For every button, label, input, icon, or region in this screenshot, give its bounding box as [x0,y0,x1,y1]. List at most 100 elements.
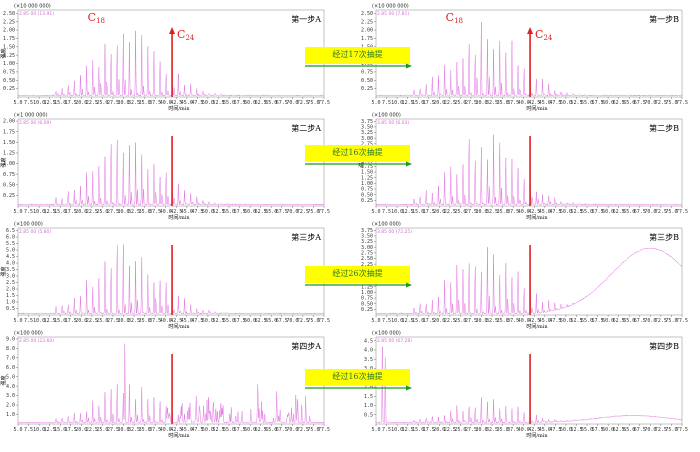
x-tick-label: 5.0 [371,318,380,324]
extraction-box [305,47,410,64]
y-axis-label: 强度 [0,266,7,276]
x-tick-label: 75.0 [665,318,677,324]
x-tick-label: 22.5 [444,209,456,215]
y-multiplier-4A: (×100 000) [14,331,43,337]
retention-stamp-4A: 2.85 00 (23.60) [19,338,54,344]
y-tick-label: 3.75 [361,119,373,125]
x-tick-label: 20.0 [433,209,445,215]
y-tick-label: 2.75 [361,141,373,147]
x-tick-label: 60.0 [244,100,256,106]
x-tick-label: 25.0 [96,318,108,324]
x-tick-label: 65.0 [265,100,277,106]
x-tick-label: 7.5 [24,427,33,433]
x-tick-label: 67.5 [634,427,646,433]
y-axis-label: 强度 [0,375,7,385]
extraction-label: 经过16次抽提 [332,147,382,157]
x-tick-label: 27.5 [107,209,119,215]
retention-stamp-2B: 3.85 00 (6.03) [377,120,409,126]
x-tick-label: 57.5 [234,100,246,106]
x-tick-label: 17.5 [65,209,77,215]
x-tick-label: 70.0 [644,427,656,433]
x-tick-label: 10.0 [391,318,403,324]
extraction-label: 经过26次抽提 [332,268,382,278]
y-tick-label: 4.0 [364,348,373,354]
x-tick-label: 32.5 [128,427,140,433]
x-tick-label: 7.5 [382,318,391,324]
x-tick-label: 57.5 [234,318,246,324]
y-tick-label: 1.0 [6,412,15,418]
c24-subscript: 24 [185,34,194,42]
x-tick-label: 37.5 [507,100,519,106]
x-tick-label: 25.0 [96,427,108,433]
x-tick-label: 50.0 [202,100,214,106]
x-tick-label: 42.5 [528,209,540,215]
x-tick-label: 22.5 [86,427,98,433]
y-tick-label: 2.25 [3,19,15,25]
y-tick-label: 2.75 [361,250,373,256]
x-axis-label: 时间/min [526,323,548,330]
plot-frame-1B [375,9,683,98]
x-tick-label: 75.0 [665,100,677,106]
x-tick-label: 47.5 [549,427,561,433]
x-tick-label: 42.5 [170,427,182,433]
y-multiplier-2A: (×1 000 000) [14,113,48,119]
x-tick-label: 47.5 [549,318,561,324]
plot-frame-3A [17,227,325,316]
x-tick-label: 77.5 [318,100,330,106]
chart-panel-3B: (×100 000)3.85 00 (72.25) 第三步B 3.753.503.2… [358,222,688,331]
y-tick-label: 4.5 [6,254,15,260]
c24-subscript: 24 [543,34,552,42]
x-tick-label: 50.0 [202,318,214,324]
x-tick-label: 47.5 [191,100,203,106]
x-tick-label: 20.0 [433,318,445,324]
retention-stamp-4B: 2.85 00 (67.28) [377,338,412,344]
retention-stamp-1B: 2.85 00 (7.81) [377,11,409,17]
y-tick-label: 4.5 [364,338,373,344]
y-axis-label: 强度 [0,157,7,167]
x-tick-label: 77.5 [676,427,688,433]
x-tick-label: 72.5 [655,318,667,324]
y-tick-label: 3.00 [361,245,373,251]
y-tick-label: 6.0 [6,365,15,371]
x-tick-label: 77.5 [676,100,688,106]
y-tick-label: 2.50 [361,256,373,262]
x-tick-label: 77.5 [318,427,330,433]
x-tick-label: 27.5 [465,427,477,433]
x-tick-label: 60.0 [244,209,256,215]
x-tick-label: 5.0 [13,318,22,324]
x-tick-label: 22.5 [86,209,98,215]
x-tick-label: 27.5 [465,318,477,324]
y-tick-label: 3.50 [361,125,373,131]
x-tick-label: 60.0 [602,427,614,433]
y-tick-label: 6.5 [6,228,15,234]
y-tick-label: 1.00 [3,61,15,67]
x-axis-label: 时间/min [526,432,548,439]
x-tick-label: 55.0 [223,209,235,215]
x-tick-label: 47.5 [191,318,203,324]
x-tick-label: 62.5 [613,318,625,324]
chart-panel-2A: (×1 000 000)2.85 00 (6.09) 第二步A 2.00 1.75 1.… [0,113,330,222]
y-tick-label: 1.0 [6,300,15,306]
x-tick-label: 32.5 [486,100,498,106]
x-tick-label: 75.0 [307,318,319,324]
x-tick-label: 75.0 [307,100,319,106]
plot-frame-2B [375,118,683,207]
y-tick-label: 1.25 [361,284,373,290]
x-tick-label: 55.0 [581,318,593,324]
x-tick-label: 12.5 [402,318,414,324]
y-tick-label: 0.75 [3,172,15,178]
chromatogram-trace-2B [375,134,682,206]
y-tick-label: 7.0 [6,355,15,361]
x-tick-label: 42.5 [528,318,540,324]
y-tick-label: 1.00 [361,290,373,296]
x-tick-label: 5.0 [13,427,22,433]
y-tick-label: 1.5 [364,394,373,400]
x-tick-label: 32.5 [128,100,140,106]
x-tick-label: 10.0 [33,318,45,324]
x-tick-label: 5.0 [371,209,380,215]
chromatogram-trace-4A [17,343,325,424]
x-tick-label: 67.5 [634,209,646,215]
x-tick-label: 67.5 [634,318,646,324]
x-tick-label: 37.5 [149,100,161,106]
x-tick-label: 55.0 [223,100,235,106]
